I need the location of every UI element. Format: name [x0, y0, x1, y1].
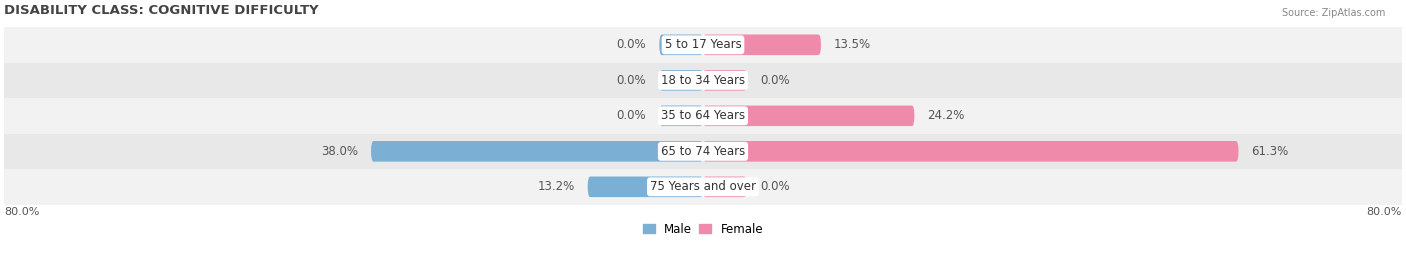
Text: 0.0%: 0.0%: [617, 38, 647, 51]
Legend: Male, Female: Male, Female: [638, 218, 768, 240]
Bar: [4, 98, 1402, 134]
Text: 61.3%: 61.3%: [1251, 145, 1289, 158]
FancyBboxPatch shape: [703, 34, 821, 55]
Text: 18 to 34 Years: 18 to 34 Years: [661, 74, 745, 87]
Text: 65 to 74 Years: 65 to 74 Years: [661, 145, 745, 158]
Text: 5 to 17 Years: 5 to 17 Years: [665, 38, 741, 51]
Bar: [4, 134, 1402, 169]
FancyBboxPatch shape: [703, 141, 1239, 162]
Text: 13.2%: 13.2%: [537, 180, 575, 193]
Bar: [4, 27, 1402, 63]
Text: 0.0%: 0.0%: [617, 74, 647, 87]
Text: 0.0%: 0.0%: [617, 109, 647, 122]
Text: 80.0%: 80.0%: [1367, 207, 1402, 217]
FancyBboxPatch shape: [703, 176, 747, 197]
Text: 35 to 64 Years: 35 to 64 Years: [661, 109, 745, 122]
Bar: [4, 169, 1402, 204]
Text: 38.0%: 38.0%: [321, 145, 359, 158]
Text: DISABILITY CLASS: COGNITIVE DIFFICULTY: DISABILITY CLASS: COGNITIVE DIFFICULTY: [4, 4, 319, 17]
Text: 24.2%: 24.2%: [928, 109, 965, 122]
FancyBboxPatch shape: [659, 105, 703, 126]
FancyBboxPatch shape: [703, 105, 914, 126]
FancyBboxPatch shape: [659, 70, 703, 91]
FancyBboxPatch shape: [588, 176, 703, 197]
Text: 13.5%: 13.5%: [834, 38, 872, 51]
FancyBboxPatch shape: [659, 34, 703, 55]
Text: 0.0%: 0.0%: [759, 74, 789, 87]
Text: 0.0%: 0.0%: [759, 180, 789, 193]
FancyBboxPatch shape: [371, 141, 703, 162]
Text: 75 Years and over: 75 Years and over: [650, 180, 756, 193]
Text: Source: ZipAtlas.com: Source: ZipAtlas.com: [1281, 8, 1385, 18]
Bar: [4, 63, 1402, 98]
FancyBboxPatch shape: [703, 70, 747, 91]
Text: 80.0%: 80.0%: [4, 207, 39, 217]
